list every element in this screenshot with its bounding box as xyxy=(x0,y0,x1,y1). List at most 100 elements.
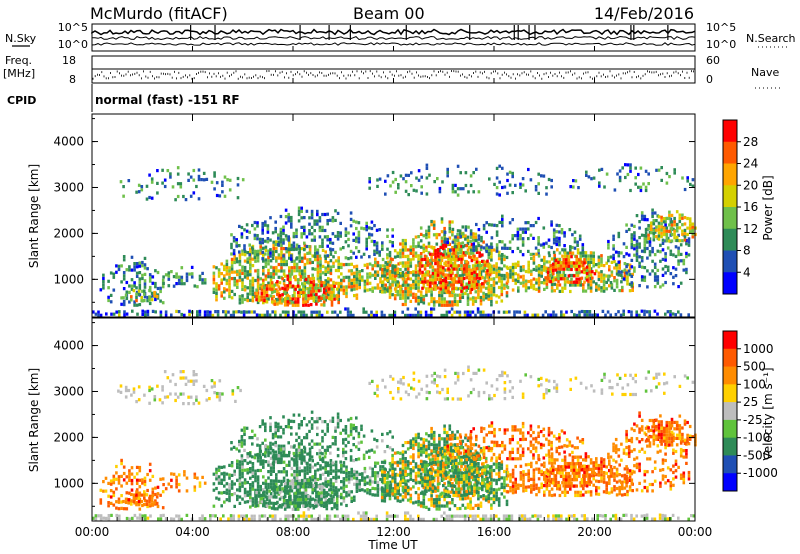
echo-cell xyxy=(159,313,163,317)
echo-cell xyxy=(289,284,292,288)
echo-cell xyxy=(401,248,405,252)
echo-cell xyxy=(383,290,387,294)
echo-cell xyxy=(407,173,410,177)
echo-cell xyxy=(215,181,219,185)
echo-cell xyxy=(540,271,543,275)
echo-cell xyxy=(350,477,353,481)
echo-cell xyxy=(591,270,594,274)
echo-cell xyxy=(662,226,666,230)
echo-cell xyxy=(270,506,274,510)
echo-cell xyxy=(425,287,428,291)
echo-cell xyxy=(660,228,663,232)
echo-cell xyxy=(233,283,236,287)
echo-cell xyxy=(391,283,394,287)
echo-cell xyxy=(270,487,274,491)
echo-cell xyxy=(271,310,274,314)
echo-cell xyxy=(355,246,358,250)
echo-cell xyxy=(317,298,321,302)
echo-cell xyxy=(342,263,346,267)
echo-cell xyxy=(527,260,530,264)
echo-cell xyxy=(238,466,242,470)
echo-cell xyxy=(279,237,283,241)
echo-cell xyxy=(569,251,572,255)
echo-cell xyxy=(292,451,296,456)
y-tick-label: 3000 xyxy=(53,180,84,194)
echo-cell xyxy=(268,496,271,500)
echo-cell xyxy=(257,491,261,495)
echo-cell xyxy=(472,245,475,249)
echo-cell xyxy=(316,277,320,281)
echo-cell xyxy=(498,220,501,224)
echo-cell xyxy=(393,274,397,278)
echo-cell xyxy=(311,273,314,277)
echo-cell xyxy=(319,285,322,289)
echo-cell xyxy=(625,245,628,249)
echo-cell xyxy=(251,276,255,280)
echo-cell xyxy=(464,225,468,229)
echo-cell xyxy=(635,214,639,218)
echo-cell xyxy=(249,247,252,251)
echo-cell xyxy=(665,226,669,230)
echo-cell xyxy=(342,480,346,484)
echo-cell xyxy=(509,269,512,273)
echo-cell xyxy=(148,298,151,302)
echo-cell xyxy=(434,278,437,282)
echo-cell xyxy=(478,264,481,268)
echo-cell xyxy=(497,257,501,261)
echo-cell xyxy=(452,254,455,258)
echo-cell xyxy=(205,177,209,181)
echo-cell xyxy=(327,267,330,271)
echo-cell xyxy=(683,228,687,232)
echo-cell xyxy=(381,264,385,268)
echo-cell xyxy=(156,181,159,185)
echo-cell xyxy=(307,274,310,279)
echo-cell xyxy=(643,240,647,244)
echo-cell xyxy=(294,501,297,505)
echo-cell xyxy=(442,266,445,270)
echo-cell xyxy=(112,288,116,292)
echo-cell xyxy=(436,248,440,252)
echo-cell xyxy=(224,310,228,314)
velocity-heatmap xyxy=(92,365,697,521)
echo-cell xyxy=(380,290,384,294)
echo-cell xyxy=(464,237,467,241)
echo-cell xyxy=(355,473,359,477)
echo-cell xyxy=(452,286,455,290)
echo-cell xyxy=(180,312,183,317)
echo-cell xyxy=(637,185,640,189)
echo-cell xyxy=(287,418,290,422)
echo-cell xyxy=(451,262,454,266)
echo-cell xyxy=(286,491,290,495)
echo-cell xyxy=(661,248,665,252)
echo-cell xyxy=(230,264,234,268)
echo-cell xyxy=(674,254,678,258)
echo-cell xyxy=(506,273,510,277)
echo-cell xyxy=(677,285,680,289)
cpid-label: CPID xyxy=(7,94,36,107)
echo-cell xyxy=(397,186,400,190)
echo-cell xyxy=(156,286,160,291)
echo-cell xyxy=(127,501,130,505)
echo-cell xyxy=(251,251,255,255)
echo-cell xyxy=(664,223,667,227)
echo-cell xyxy=(332,280,335,284)
echo-cell xyxy=(657,234,661,238)
echo-cell xyxy=(485,249,488,254)
echo-cell xyxy=(608,284,611,288)
echo-cell xyxy=(298,473,301,477)
echo-cell xyxy=(271,448,275,453)
echo-cell xyxy=(238,495,242,499)
echo-cell xyxy=(304,297,308,301)
echo-cell xyxy=(303,476,307,480)
echo-cell xyxy=(293,453,296,458)
echo-cell xyxy=(264,425,267,429)
echo-cell xyxy=(255,503,258,507)
echo-cell xyxy=(389,257,393,261)
echo-cell xyxy=(315,296,318,300)
echo-cell xyxy=(297,423,301,427)
echo-cell xyxy=(495,271,498,275)
echo-cell xyxy=(333,310,337,314)
echo-cell xyxy=(576,248,580,252)
echo-cell xyxy=(298,457,301,461)
echo-cell xyxy=(516,227,520,231)
